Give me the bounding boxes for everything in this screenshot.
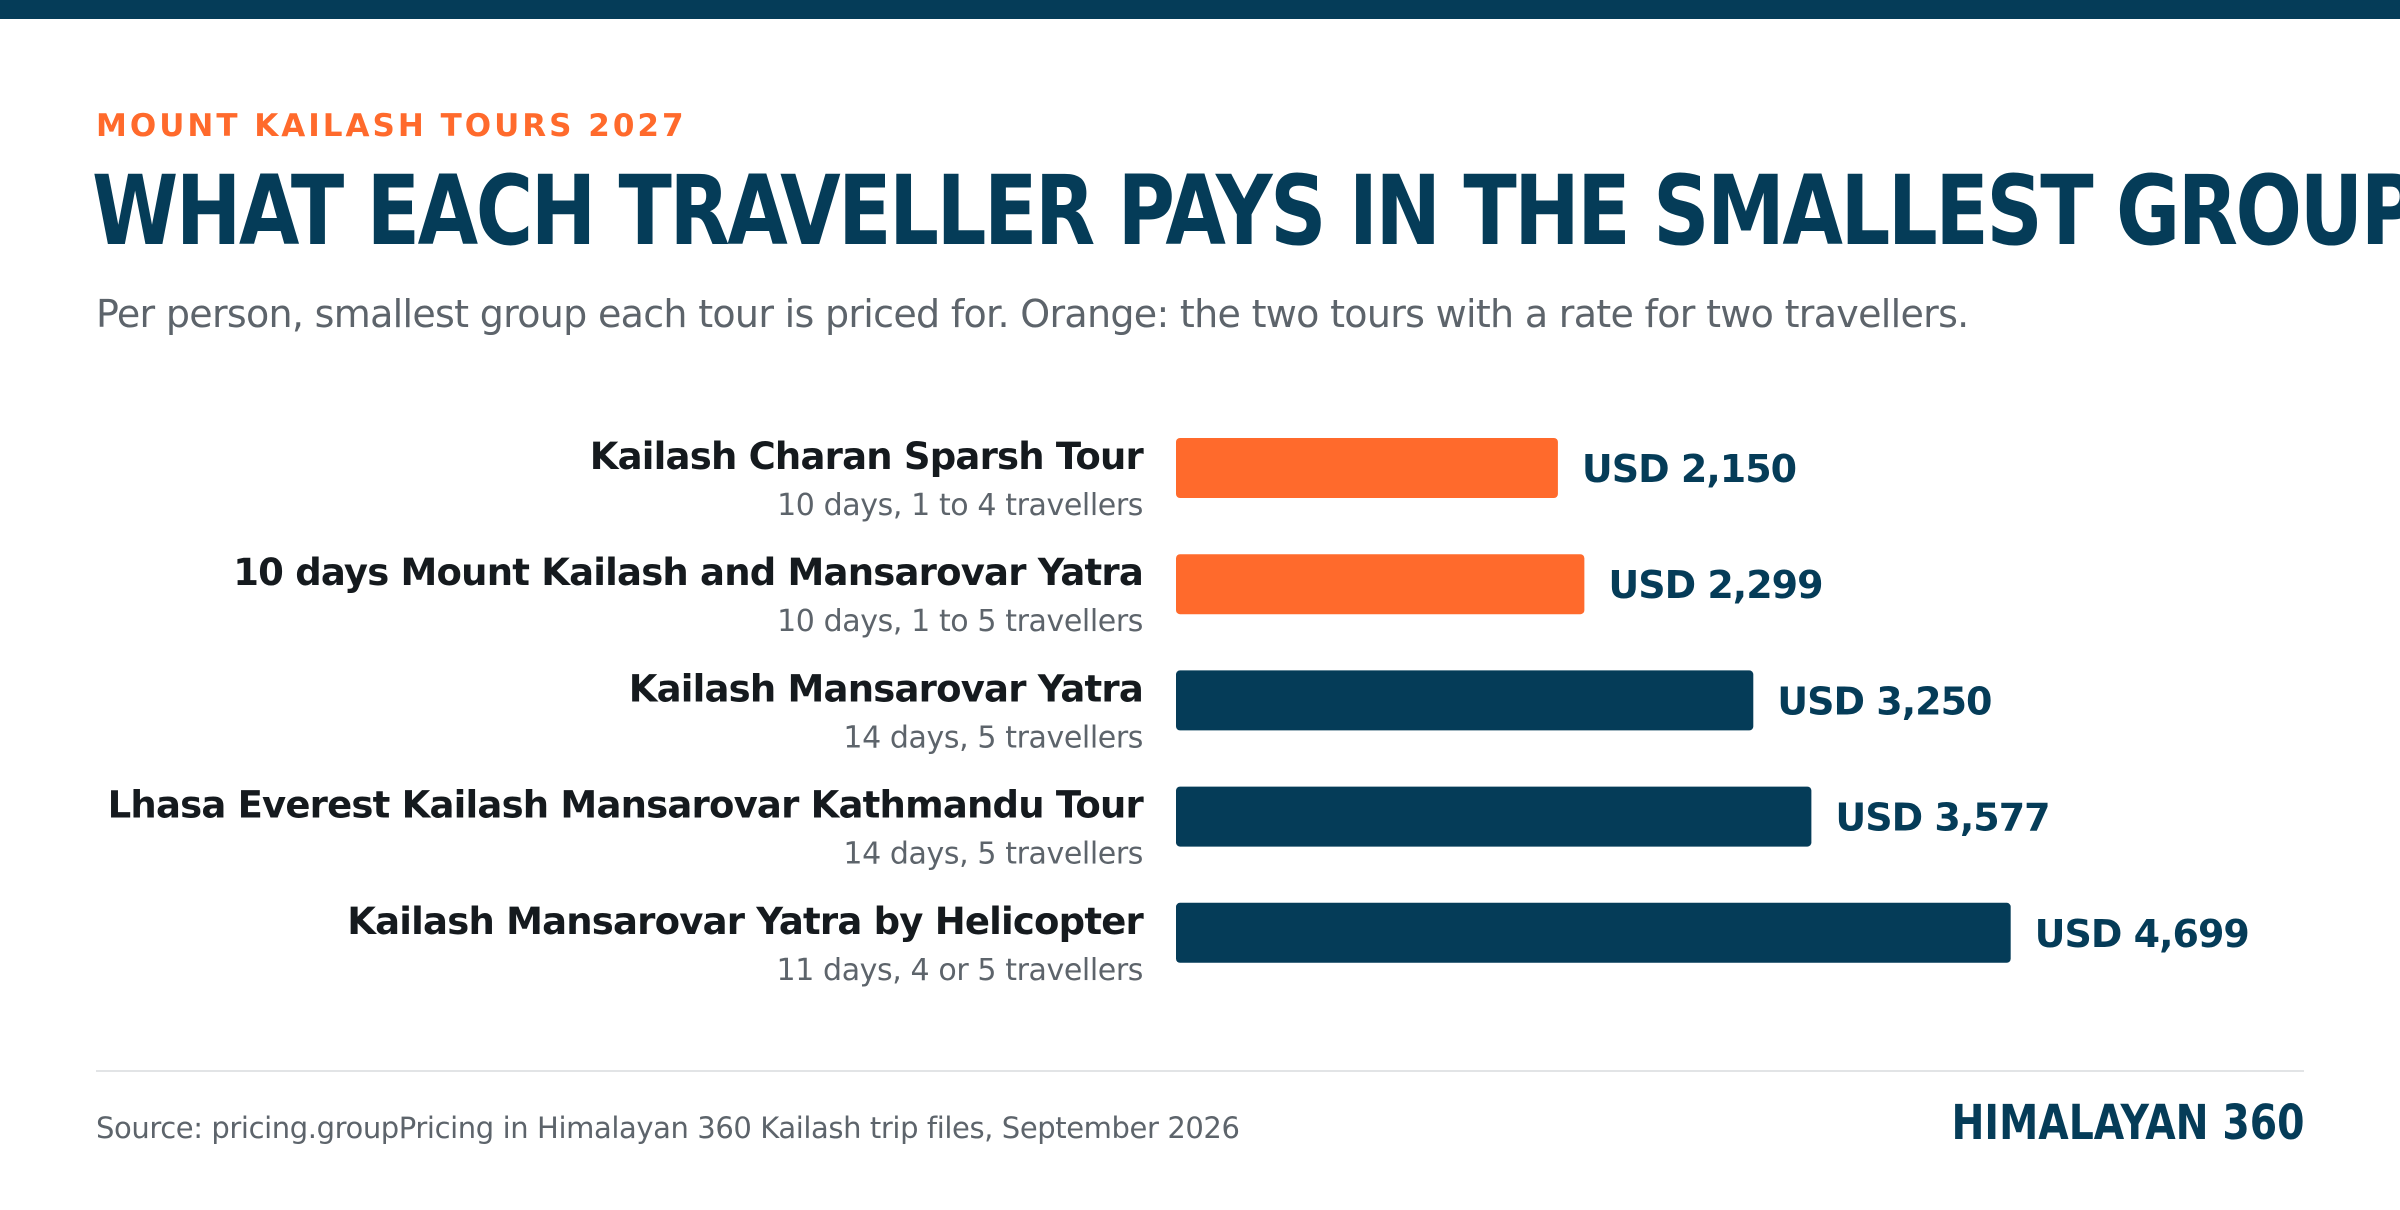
bar (1176, 438, 1558, 498)
kicker: MOUNT KAILASH TOURS 2027 (96, 108, 687, 144)
data-label: USD 3,250 (1777, 679, 1991, 723)
data-label: USD 2,150 (1582, 447, 1796, 491)
data-label: USD 4,699 (2035, 912, 2249, 956)
brand-logo: HIMALAYAN 360 (1951, 1095, 2304, 1151)
data-label: USD 2,299 (1608, 563, 1822, 607)
top-accent-bar (0, 0, 2400, 19)
category-label: Kailash Mansarovar Yatra by Helicopter (347, 900, 1144, 943)
data-label: USD 3,577 (1835, 796, 2049, 840)
bar (1176, 554, 1585, 615)
category-detail: 14 days, 5 travellers (843, 837, 1143, 872)
footer-divider (96, 1070, 2304, 1072)
category-detail: 14 days, 5 travellers (843, 720, 1143, 755)
category-label: Kailash Mansarovar Yatra (629, 667, 1143, 710)
bar (1176, 670, 1754, 731)
chart-subtitle: Per person, smallest group each tour is … (96, 292, 1969, 336)
category-label: Kailash Charan Sparsh Tour (590, 435, 1145, 478)
category-label: 10 days Mount Kailash and Mansarovar Yat… (233, 551, 1143, 594)
category-label: Lhasa Everest Kailash Mansarovar Kathman… (108, 784, 1145, 827)
category-detail: 11 days, 4 or 5 travellers (777, 953, 1143, 988)
category-detail: 10 days, 1 to 4 travellers (777, 488, 1143, 523)
bar (1176, 786, 1812, 847)
chart-title: WHAT EACH TRAVELLER PAYS IN THE SMALLEST… (92, 155, 2400, 267)
source-note: Source: pricing.groupPricing in Himalaya… (96, 1111, 1240, 1145)
bar (1176, 902, 2011, 963)
category-detail: 10 days, 1 to 5 travellers (777, 604, 1143, 639)
